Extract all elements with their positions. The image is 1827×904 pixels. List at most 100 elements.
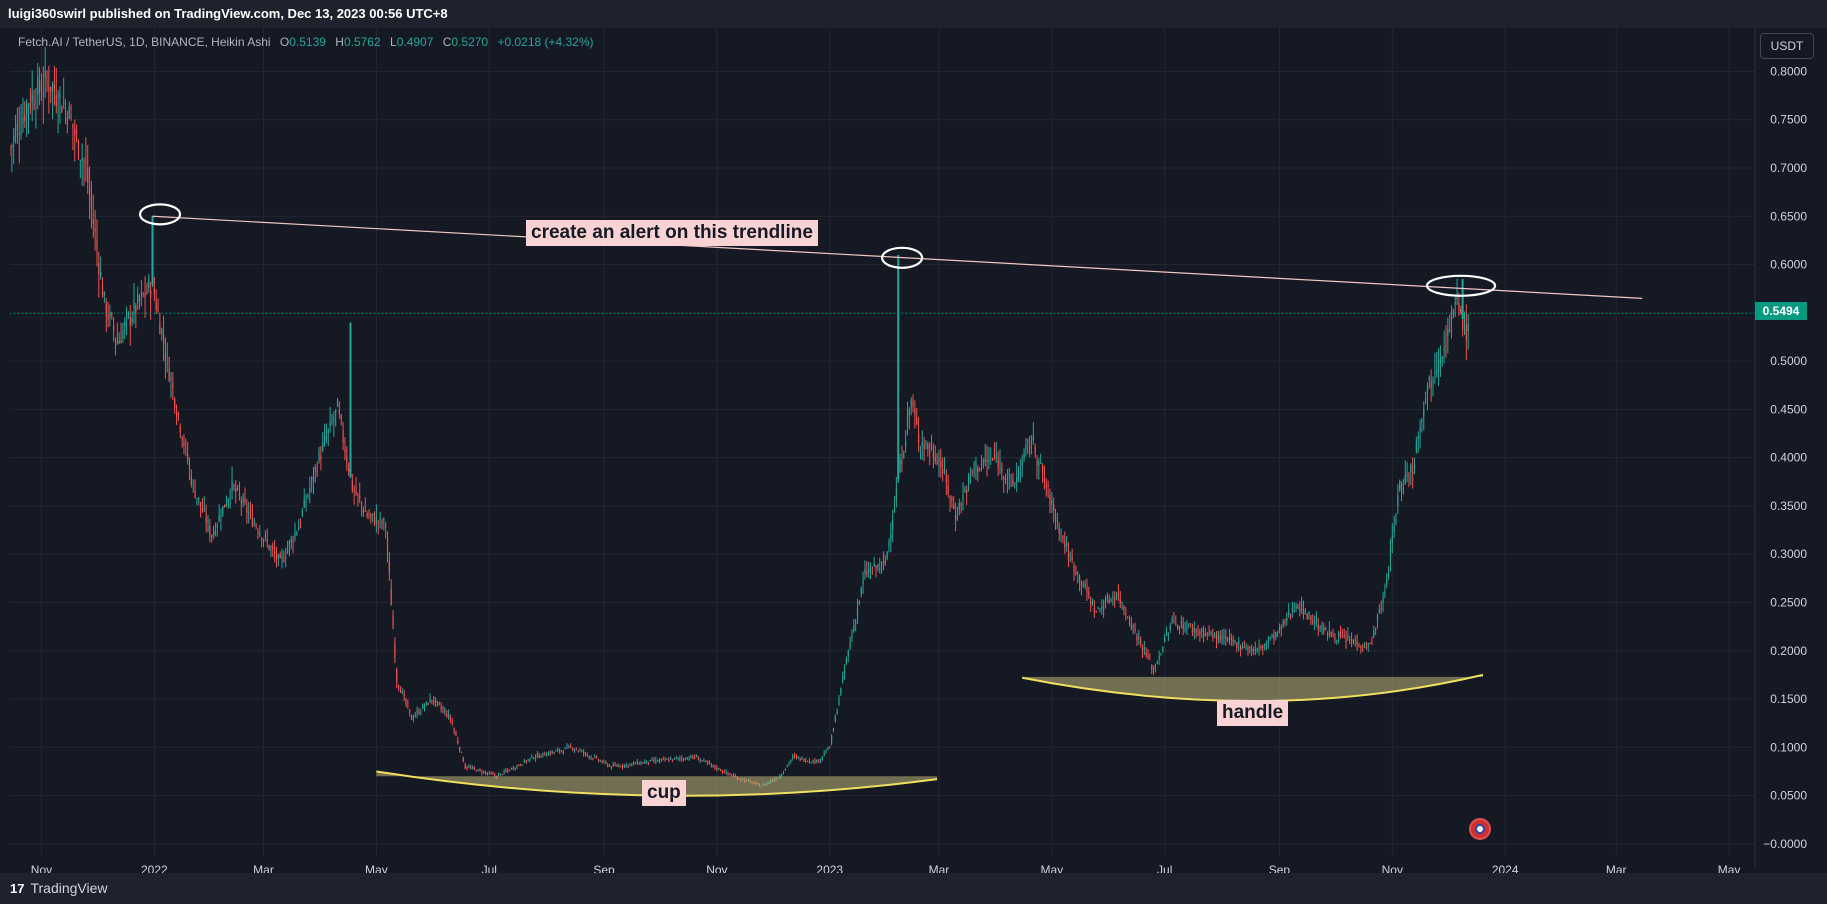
candle-body — [318, 451, 320, 462]
candle-body — [731, 775, 733, 777]
candle-body — [172, 384, 174, 388]
candle-body — [346, 456, 348, 463]
currency-button[interactable]: USDT — [1760, 33, 1814, 59]
candle-body — [377, 521, 379, 523]
candle-body — [592, 758, 594, 760]
candle-body — [671, 759, 674, 761]
us-flag-event-icon[interactable] — [1469, 818, 1491, 840]
candle-body — [1282, 620, 1284, 626]
candle-body — [383, 518, 385, 521]
candle-body — [1108, 600, 1110, 603]
candle-body — [1149, 658, 1151, 660]
candle-body — [390, 588, 392, 606]
candle-body — [1260, 646, 1262, 648]
candle-body — [155, 301, 157, 310]
candle-body — [673, 757, 675, 759]
candle-body — [1356, 641, 1358, 645]
candle-body — [1204, 633, 1207, 635]
candle-body — [869, 568, 872, 571]
candle-body — [1062, 535, 1064, 539]
chart-area[interactable]: 0.80000.75000.70000.65000.60000.55000.50… — [10, 28, 1827, 873]
candle-body — [969, 473, 971, 475]
candle-body — [27, 105, 30, 107]
candle-body — [229, 498, 231, 500]
candle-body — [786, 765, 788, 767]
candle-body — [1169, 624, 1171, 630]
candle-body — [1130, 625, 1132, 629]
candle-body — [1369, 642, 1371, 645]
x-tick-label: Nov — [706, 863, 727, 873]
symbol-legend: Fetch.AI / TetherUS, 1D, BINANCE, Heikin… — [18, 35, 594, 49]
candle-body — [1417, 435, 1419, 440]
candle-body — [37, 76, 39, 95]
candle-body — [682, 758, 685, 760]
candle-body — [460, 751, 463, 753]
candle-body — [1421, 419, 1423, 423]
candle-body — [1347, 635, 1349, 639]
candle-body — [954, 515, 957, 521]
candle-body — [542, 752, 544, 755]
candle-body — [596, 756, 598, 758]
candle-body — [314, 466, 316, 472]
candle-body — [1312, 621, 1314, 623]
candle-body — [1380, 608, 1382, 610]
candle-body — [1336, 640, 1338, 642]
candle-body — [70, 116, 72, 118]
candle-body — [1458, 301, 1460, 311]
candle-body — [1241, 646, 1244, 650]
candle-body — [1436, 370, 1438, 373]
candle-body — [923, 445, 925, 449]
candle-body — [42, 92, 44, 95]
candle-body — [1228, 636, 1231, 638]
candle-body — [1071, 557, 1073, 560]
tradingview-logo-icon[interactable]: 17 — [10, 881, 25, 896]
candle-body — [292, 541, 294, 543]
candle-body — [816, 760, 818, 762]
candle-body — [1243, 647, 1245, 649]
candle-body — [651, 759, 653, 761]
candle-body — [866, 571, 868, 575]
y-tick-label: −0.0000 — [1763, 837, 1807, 851]
candle-body — [805, 760, 807, 762]
candle-body — [309, 488, 311, 493]
candle-body — [1304, 611, 1306, 614]
x-tick-label: Jul — [482, 863, 497, 873]
candle-body — [1239, 645, 1242, 650]
candle-body — [401, 691, 403, 694]
candle-body — [862, 579, 864, 584]
candle-body — [490, 773, 492, 775]
candle-body — [14, 129, 17, 137]
candle-body — [1326, 632, 1329, 636]
candle-body — [179, 425, 181, 433]
candle-body — [1143, 647, 1145, 650]
candle-body — [1363, 646, 1366, 648]
candle-body — [257, 531, 259, 534]
candle-body — [1119, 599, 1121, 604]
candle-body — [1463, 314, 1466, 323]
candle-body — [794, 755, 796, 757]
candle-body — [116, 341, 118, 343]
candle-body — [566, 746, 568, 748]
candle-body — [133, 300, 135, 309]
candle-body — [1110, 599, 1112, 603]
candle-body — [960, 503, 962, 506]
candle-body — [1045, 485, 1047, 488]
candle-body — [716, 767, 718, 770]
brand-name[interactable]: TradingView — [30, 880, 108, 896]
candle-body — [294, 532, 296, 538]
price-chart[interactable]: 0.80000.75000.70000.65000.60000.55000.50… — [10, 28, 1827, 873]
candle-body — [435, 699, 437, 702]
candle-body — [966, 489, 968, 493]
candle-body — [1238, 641, 1240, 645]
candle-body — [546, 755, 548, 757]
candle-body — [1051, 500, 1053, 505]
candle-body — [1025, 444, 1027, 449]
candle-body — [159, 322, 161, 335]
candle-body — [1247, 648, 1249, 650]
candle-body — [1106, 596, 1108, 600]
candle-body — [1230, 637, 1232, 641]
candle-body — [503, 770, 505, 773]
candle-body — [1462, 321, 1464, 330]
candle-body — [1145, 652, 1147, 656]
candle-body — [1156, 662, 1158, 664]
